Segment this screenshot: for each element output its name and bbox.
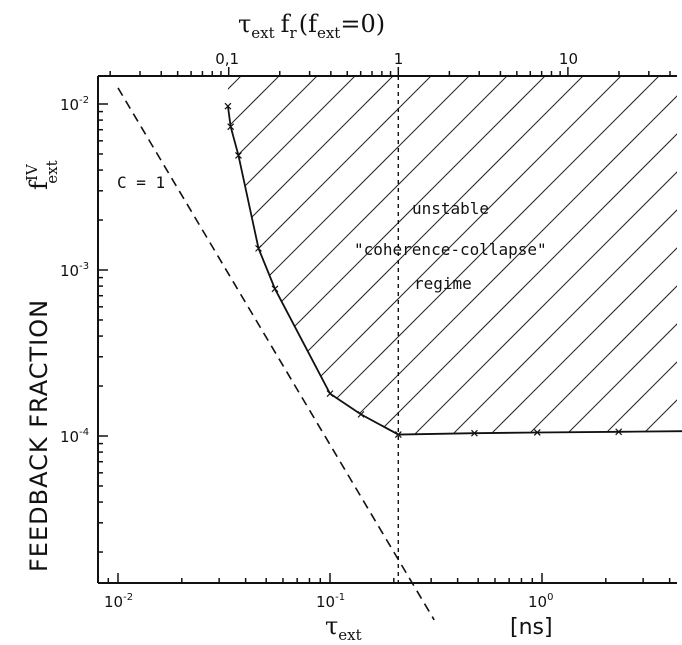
hatch-line	[227, 76, 675, 435]
unstable-region-hatch	[0, 23, 682, 623]
hatch-line	[491, 76, 682, 435]
hatch-line	[227, 76, 682, 435]
hatch-line	[643, 76, 682, 435]
data-markers	[224, 102, 623, 438]
y-axis-symbol: fIV ext	[23, 160, 61, 190]
data-point-3	[255, 244, 262, 252]
x-label-sub: ext	[338, 626, 361, 644]
data-point-1	[227, 123, 235, 131]
top-tick-label-0: 0,1	[215, 50, 239, 68]
x-axis-label: τext	[325, 612, 362, 644]
x-tick-label-1: 10-1	[316, 592, 345, 611]
c-equals-1-label: C = 1	[117, 173, 165, 192]
hatch-line	[0, 23, 28, 623]
data-point-10	[615, 428, 623, 436]
feedback-threshold-curve	[227, 106, 682, 436]
axis-ticks	[98, 67, 671, 583]
hatch-line	[301, 76, 682, 435]
data-point-5	[326, 390, 334, 398]
top-label-ext: ext	[251, 24, 274, 42]
hatch-line	[605, 76, 682, 435]
y-tick-label-0: 10-2	[60, 95, 89, 114]
x-label-tau: τ	[325, 612, 338, 640]
top-tick-label-1: 1	[394, 50, 404, 68]
hatch-line	[227, 76, 409, 435]
top-label-paren-close: =0)	[340, 10, 385, 38]
x-tick-label-0: 10-2	[104, 592, 133, 611]
x-tick-label-2: 100	[528, 592, 553, 611]
y-symbol-sub: ext	[43, 160, 61, 183]
top-tick-label-2: 10	[559, 50, 578, 68]
y-symbol-sup: IV	[23, 163, 41, 181]
data-point-9	[533, 429, 541, 436]
hatch-line	[227, 76, 523, 435]
hatch-line	[415, 76, 682, 435]
hatch-line	[339, 76, 682, 435]
y-axis-label: FEEDBACK FRACTION	[25, 299, 53, 572]
y-tick-label-1: 10-3	[60, 261, 89, 280]
hatch-line	[567, 76, 682, 435]
hatch-line	[377, 76, 682, 435]
annotation-coherence-collapse: "coherence-collapse"	[354, 240, 547, 259]
hatch-line	[227, 76, 682, 435]
annotation-regime: regime	[414, 274, 472, 293]
top-label-f: f	[281, 10, 292, 38]
top-label-r: r	[290, 24, 298, 42]
hatch-line	[227, 76, 682, 435]
y-tick-label-2: 10-4	[60, 427, 89, 446]
hatch-line	[227, 76, 371, 435]
data-point-2	[235, 152, 242, 159]
hatch-line	[227, 76, 485, 435]
hatch-line	[227, 76, 599, 435]
hatch-line	[529, 76, 682, 435]
data-point-6	[357, 410, 365, 418]
hatch-line	[227, 76, 682, 435]
data-point-4	[271, 285, 279, 293]
top-label-tau: τ	[238, 10, 251, 38]
annotation-unstable: unstable	[412, 199, 489, 218]
y-symbol-f: f	[25, 179, 53, 190]
c-equals-1-line	[117, 87, 435, 621]
data-point-0	[224, 102, 232, 110]
hatch-line	[227, 76, 333, 435]
data-point-7	[394, 431, 402, 438]
top-label-paren-sub: ext	[317, 24, 340, 42]
hatch-line	[263, 76, 682, 435]
top-label-paren-open: (f	[299, 10, 319, 38]
x-axis-unit: [ns]	[510, 615, 553, 640]
hatch-line	[227, 76, 637, 435]
top-axis-label: τext fr(fext=0)	[238, 10, 385, 42]
hatch-line	[227, 76, 447, 435]
data-point-8	[470, 429, 478, 437]
